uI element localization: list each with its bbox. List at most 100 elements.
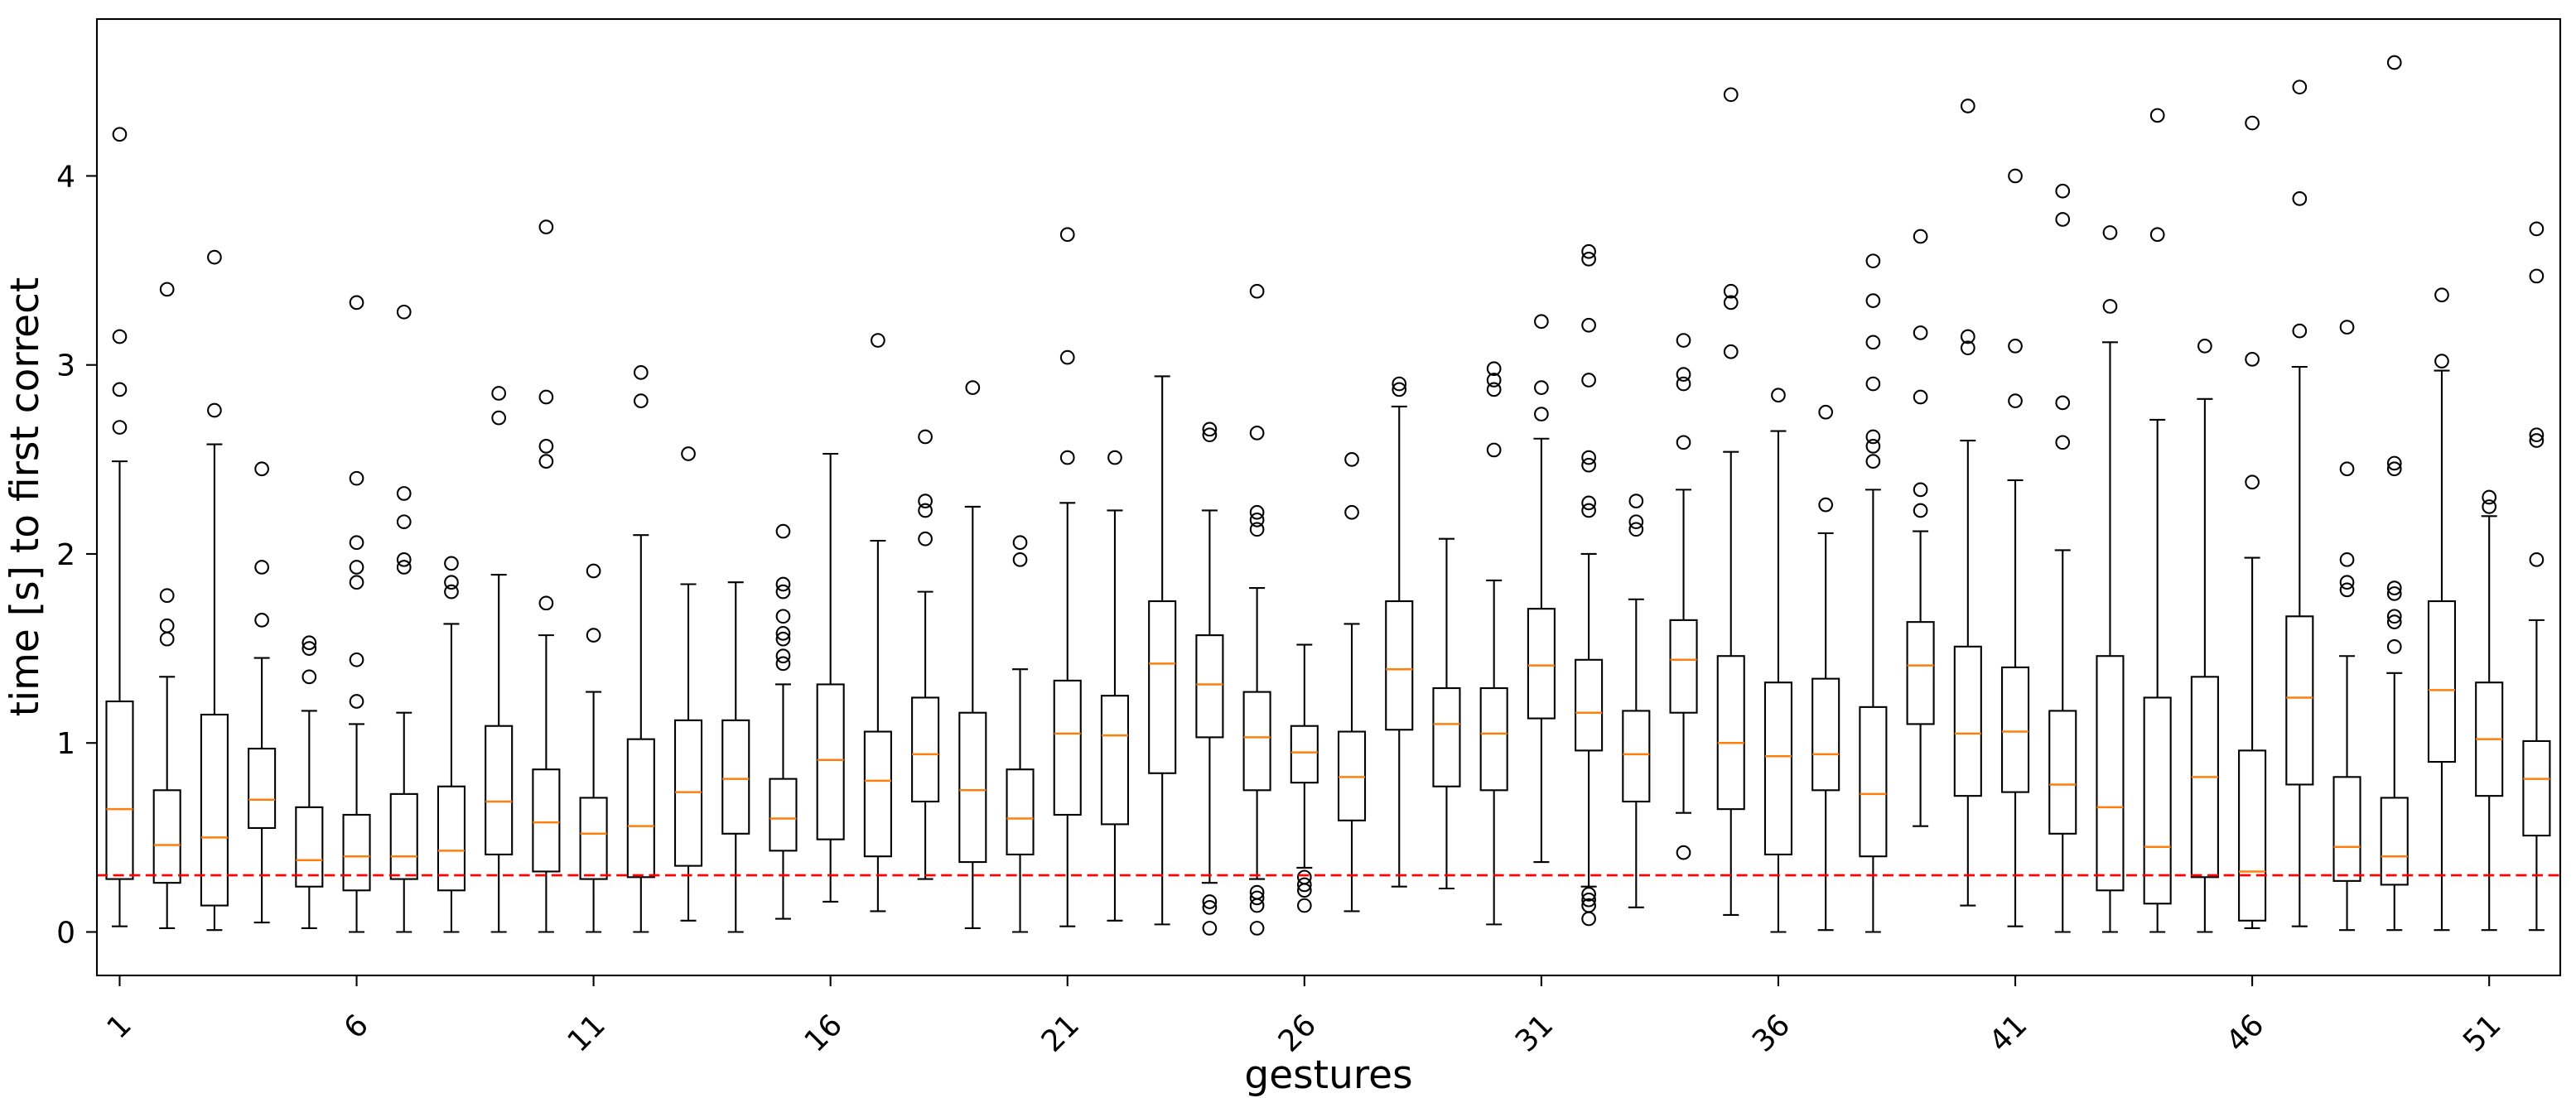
outlier-marker: [2339, 575, 2355, 590]
outlier-marker: [1012, 551, 1028, 567]
outlier-marker: [1249, 884, 1265, 900]
outlier-marker: [1249, 283, 1265, 299]
iqr-box: [105, 700, 134, 880]
iqr-box: [248, 748, 277, 830]
iqr-box: [1385, 600, 1414, 731]
box-gesture-51: [2475, 489, 2504, 932]
outlier-marker: [586, 563, 601, 579]
box-gesture-50: [2427, 287, 2457, 932]
iqr-box: [2096, 655, 2125, 892]
outlier-marker: [254, 560, 269, 575]
outlier-marker: [1913, 389, 1928, 405]
outlier-marker: [1865, 376, 1881, 392]
outlier-marker: [2434, 287, 2449, 303]
outlier-marker: [2008, 339, 2023, 354]
outlier-marker: [918, 503, 933, 518]
x-tick-label: 21: [1035, 1008, 1086, 1058]
outlier-marker: [538, 454, 554, 469]
iqr-box: [532, 768, 561, 873]
box-gesture-34: [1669, 333, 1698, 860]
iqr-box: [342, 813, 371, 892]
box-gesture-1: [105, 127, 134, 927]
outlier-marker: [2529, 427, 2545, 443]
y-tick-label: 3: [56, 349, 75, 383]
box-gesture-29: [1432, 537, 1461, 890]
y-tick-label: 1: [56, 727, 75, 761]
box-gesture-52: [2522, 221, 2551, 932]
outlier-marker: [1202, 894, 1218, 909]
iqr-box: [816, 683, 845, 840]
box-gesture-7: [389, 304, 418, 933]
box-gesture-39: [1906, 229, 1935, 827]
outlier-marker: [1581, 911, 1596, 927]
outlier-marker: [775, 576, 791, 592]
outlier-marker: [1202, 921, 1218, 936]
x-tick-label: 46: [2220, 1008, 2270, 1058]
outlier-marker: [2386, 609, 2402, 624]
boxes-layer: [105, 55, 2551, 936]
outlier-marker: [1486, 373, 1502, 388]
outlier-marker: [254, 461, 269, 477]
iqr-box: [1811, 677, 1840, 792]
outlier-marker: [2339, 461, 2355, 477]
iqr-box: [1953, 645, 1982, 797]
iqr-box: [2285, 615, 2314, 786]
outlier-marker: [586, 628, 601, 643]
outlier-marker: [301, 635, 317, 651]
outlier-marker: [2386, 455, 2402, 471]
box-gesture-32: [1575, 243, 1604, 927]
box-gesture-20: [1006, 535, 1035, 933]
outlier-marker: [207, 249, 222, 265]
iqr-box: [1148, 600, 1177, 774]
outlier-marker: [207, 402, 222, 418]
outlier-marker: [2386, 580, 2402, 595]
outlier-marker: [1107, 450, 1122, 465]
outlier-marker: [2245, 352, 2260, 367]
outlier-marker: [2008, 168, 2023, 184]
box-gesture-48: [2332, 320, 2361, 932]
outlier-marker: [1581, 495, 1596, 511]
outlier-marker: [1296, 877, 1312, 893]
box-gesture-30: [1479, 361, 1508, 926]
x-tick-label: 16: [798, 1008, 849, 1058]
outlier-marker: [775, 625, 791, 641]
outlier-marker: [1581, 243, 1596, 259]
outlier-marker: [1865, 335, 1881, 350]
outlier-marker: [1344, 504, 1359, 520]
outlier-marker: [1581, 373, 1596, 388]
outlier-marker: [1865, 293, 1881, 308]
iqr-box: [1053, 679, 1082, 816]
box-gesture-17: [863, 333, 892, 913]
box-gesture-37: [1811, 404, 1840, 932]
outlier-marker: [1581, 252, 1596, 267]
outlier-marker: [2149, 108, 2165, 123]
outlier-marker: [965, 380, 981, 395]
box-gesture-3: [200, 249, 229, 932]
outlier-marker: [1581, 898, 1596, 913]
outlier-marker: [1581, 892, 1596, 908]
outlier-marker: [1486, 361, 1502, 377]
box-gesture-24: [1195, 421, 1224, 936]
outlier-marker: [159, 631, 175, 647]
outlier-marker: [1059, 450, 1075, 465]
iqr-box: [2427, 600, 2457, 763]
outlier-marker: [349, 560, 364, 575]
box-gesture-27: [1337, 451, 1367, 913]
outlier-marker: [1344, 451, 1359, 467]
outlier-marker: [1581, 317, 1596, 333]
box-gesture-47: [2285, 79, 2314, 927]
outlier-marker: [1865, 439, 1881, 454]
x-axis-label: gestures: [1244, 1052, 1412, 1098]
iqr-box: [769, 778, 798, 852]
iqr-box: [1527, 608, 1556, 720]
iqr-box: [1290, 725, 1319, 784]
outlier-marker: [1534, 314, 1549, 330]
outlier-marker: [775, 631, 791, 647]
outlier-marker: [775, 523, 791, 539]
outlier-marker: [2482, 489, 2497, 505]
iqr-box: [200, 713, 229, 907]
outlier-marker: [1202, 427, 1218, 443]
outlier-marker: [1249, 890, 1265, 906]
